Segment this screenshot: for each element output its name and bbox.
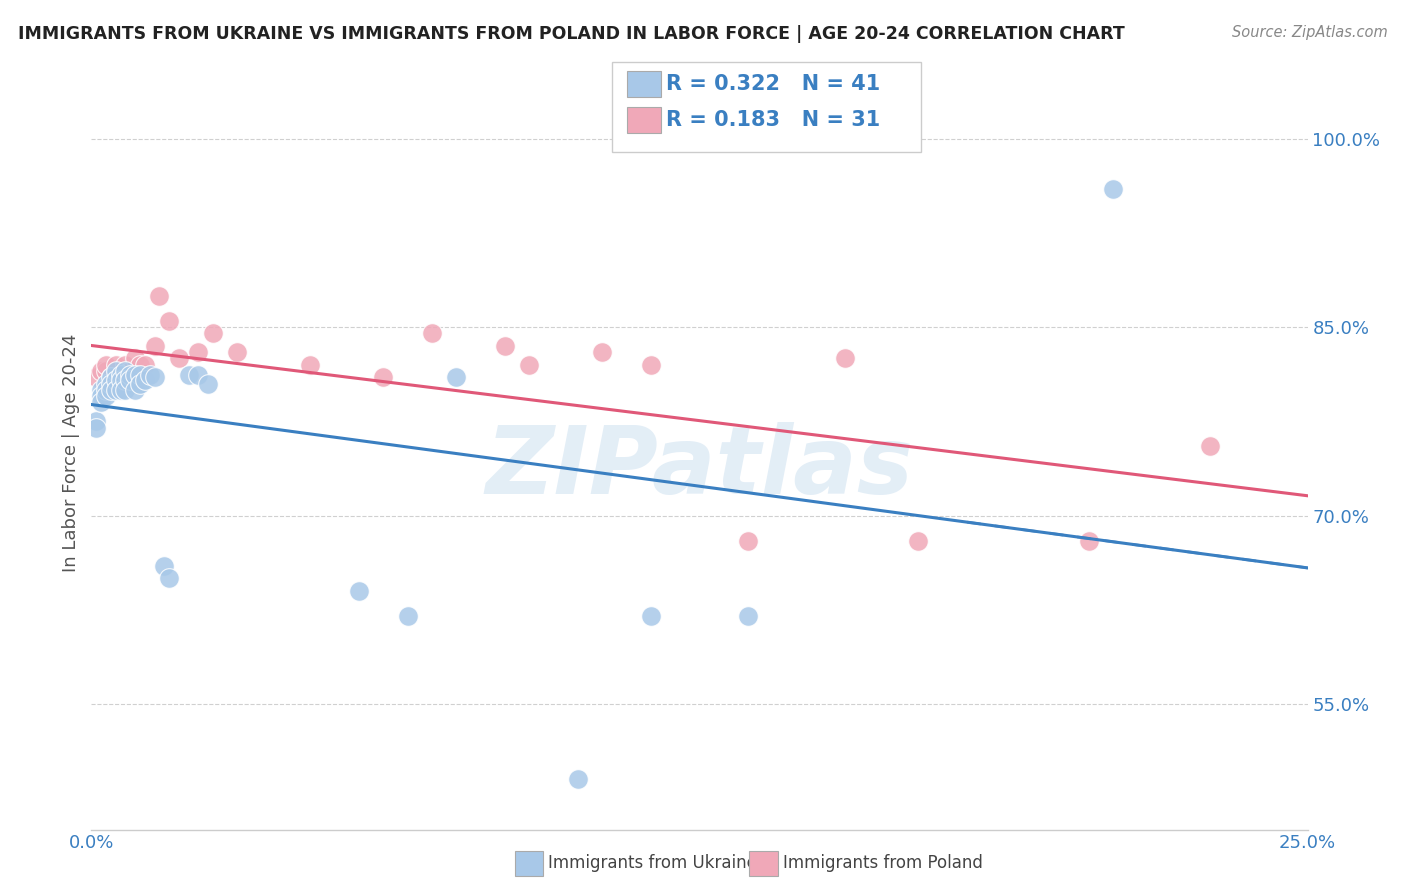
Point — [299, 358, 322, 372]
Point — [90, 383, 112, 397]
Point — [494, 339, 516, 353]
Text: Immigrants from Poland: Immigrants from Poland — [783, 855, 983, 872]
Point — [100, 370, 122, 384]
Point — [90, 364, 112, 378]
Point — [157, 571, 180, 585]
Point — [110, 370, 132, 384]
Point — [94, 383, 117, 397]
Point — [84, 370, 107, 384]
Text: ZIPatlas: ZIPatlas — [485, 422, 914, 514]
Point — [94, 364, 117, 378]
Point — [347, 583, 370, 598]
Point — [139, 368, 162, 382]
Point — [94, 389, 117, 403]
Point — [104, 383, 127, 397]
Text: R = 0.183   N = 31: R = 0.183 N = 31 — [666, 110, 880, 129]
Point — [737, 609, 759, 624]
Point — [143, 370, 166, 384]
Point — [110, 383, 132, 397]
Point — [104, 373, 127, 387]
Point — [100, 383, 122, 397]
Point — [124, 383, 146, 397]
Point — [420, 326, 443, 341]
Point — [1199, 439, 1222, 453]
Point — [640, 358, 662, 372]
Point — [129, 368, 152, 382]
Point — [143, 339, 166, 353]
Text: Immigrants from Ukraine: Immigrants from Ukraine — [548, 855, 758, 872]
Point — [167, 351, 190, 366]
Point — [907, 533, 929, 548]
Point — [396, 609, 419, 624]
Point — [157, 314, 180, 328]
Point — [90, 395, 112, 409]
Text: IMMIGRANTS FROM UKRAINE VS IMMIGRANTS FROM POLAND IN LABOR FORCE | AGE 20-24 COR: IMMIGRANTS FROM UKRAINE VS IMMIGRANTS FR… — [18, 25, 1125, 43]
Point — [640, 609, 662, 624]
Point — [444, 370, 467, 384]
Y-axis label: In Labor Force | Age 20-24: In Labor Force | Age 20-24 — [62, 334, 80, 572]
Point — [134, 358, 156, 372]
Point — [114, 373, 136, 387]
Point — [153, 558, 176, 573]
Point — [202, 326, 225, 341]
Point — [148, 288, 170, 302]
Point — [517, 358, 540, 372]
Point — [187, 368, 209, 382]
Point — [94, 358, 117, 372]
Point — [226, 345, 249, 359]
Point — [187, 345, 209, 359]
Point — [177, 368, 200, 382]
Point — [110, 368, 132, 382]
Point — [124, 368, 146, 382]
Point — [591, 345, 613, 359]
Point — [120, 364, 142, 378]
Point — [737, 533, 759, 548]
Point — [1102, 182, 1125, 196]
Point — [197, 376, 219, 391]
Point — [100, 370, 122, 384]
Point — [834, 351, 856, 366]
Point — [120, 368, 142, 382]
Point — [1077, 533, 1099, 548]
Point — [84, 414, 107, 428]
Point — [120, 373, 142, 387]
Point — [114, 383, 136, 397]
Text: Source: ZipAtlas.com: Source: ZipAtlas.com — [1232, 25, 1388, 40]
Text: R = 0.322   N = 41: R = 0.322 N = 41 — [666, 74, 880, 94]
Point — [90, 389, 112, 403]
Point — [124, 351, 146, 366]
Point — [84, 420, 107, 434]
Point — [129, 376, 152, 391]
Point — [94, 376, 117, 391]
Point — [100, 376, 122, 391]
Point — [114, 364, 136, 378]
Point — [110, 373, 132, 387]
Point — [373, 370, 395, 384]
Point — [104, 358, 127, 372]
Point — [567, 772, 589, 787]
Point — [104, 364, 127, 378]
Point — [114, 358, 136, 372]
Point — [129, 358, 152, 372]
Point — [134, 373, 156, 387]
